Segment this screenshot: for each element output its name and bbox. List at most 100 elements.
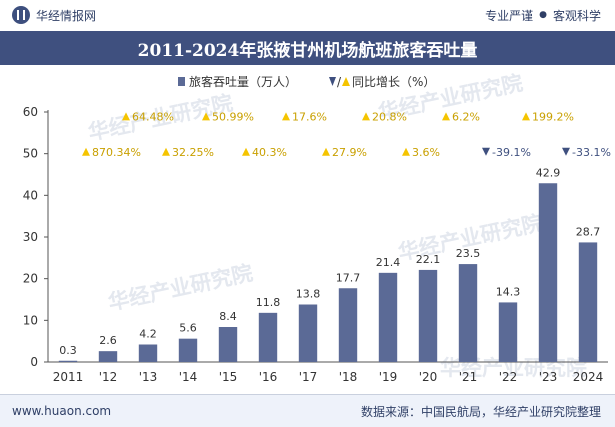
bar-value-label: 5.6 <box>179 322 197 335</box>
growth-label: 6.2% <box>452 110 480 123</box>
growth-down-triangle-icon <box>482 147 490 156</box>
bar <box>218 327 238 362</box>
bar-chart: 华经产业研究院 华经产业研究院 华经产业研究院 华经产业研究院 华经产业研究院 … <box>23 71 611 384</box>
legend: 旅客吞吐量（万人） / 同比增长（%） <box>178 74 435 89</box>
growth-up-triangle-icon <box>282 112 290 121</box>
x-tick-label: '15 <box>219 370 238 384</box>
bar <box>578 242 598 362</box>
bar <box>258 312 278 362</box>
bar <box>338 288 358 362</box>
growth-label: 870.34% <box>92 146 141 159</box>
legend-bar-label: 旅客吞吐量（万人） <box>189 74 297 89</box>
x-tick-label: '21 <box>459 370 478 384</box>
growth-label: 50.99% <box>212 110 254 123</box>
growth-up-triangle-icon <box>362 112 370 121</box>
bar-value-label: 4.2 <box>139 328 157 341</box>
growth-label: -39.1% <box>492 146 531 159</box>
x-tick-label: 2011 <box>53 370 84 384</box>
value-labels: 0.3 2.6 4.2 5.6 8.4 11.8 13.8 17.7 21.4 22.1 23.5 1… <box>59 166 600 357</box>
growth-up-triangle-icon <box>202 112 210 121</box>
brand-logo-icon <box>12 6 30 24</box>
growth-up-triangle-icon <box>442 112 450 121</box>
data-source: 数据来源：中国民航局，华经产业研究院整理 <box>360 404 601 419</box>
growth-up-triangle-icon <box>522 112 530 121</box>
growth-label: 32.25% <box>172 146 214 159</box>
watermark-text: 华经产业研究院 <box>106 261 255 315</box>
bar-value-label: 23.5 <box>456 247 481 260</box>
chart-title-band: 2011-2024年张掖甘州机场航班旅客吞吐量 <box>0 31 615 65</box>
bar <box>418 269 438 362</box>
bar <box>138 344 158 362</box>
x-tick-label: '20 <box>419 370 438 384</box>
bar-value-label: 14.3 <box>496 285 521 298</box>
x-tick-label: '19 <box>379 370 398 384</box>
legend-bar-swatch <box>178 77 185 86</box>
bar-value-label: 8.4 <box>219 310 237 323</box>
top-bar: 华经情报网 专业严谨 ● 客观科学 <box>0 0 615 30</box>
bar-value-label: 13.8 <box>296 288 321 301</box>
growth-label: 20.8% <box>372 110 407 123</box>
tagline-left: 专业严谨 <box>485 8 534 23</box>
bar-value-label: 22.1 <box>416 253 441 266</box>
growth-up-triangle-icon <box>242 147 250 156</box>
y-tick-label: 40 <box>23 188 38 202</box>
x-tick-label: '23 <box>539 370 558 384</box>
x-tick-label: 2024 <box>573 370 604 384</box>
bar-value-label: 2.6 <box>99 334 117 347</box>
bar-value-label: 17.7 <box>336 271 361 284</box>
footer: www.huaon.com 数据来源：中国民航局，华经产业研究院整理 <box>0 394 615 427</box>
bar <box>58 360 78 362</box>
bullet-icon: ● <box>539 10 547 20</box>
bar-value-label: 0.3 <box>59 344 77 357</box>
x-tick-label: '12 <box>99 370 118 384</box>
x-tick-label: '22 <box>499 370 518 384</box>
bars <box>58 183 598 362</box>
bar-value-label: 42.9 <box>536 166 561 179</box>
x-tick-label: '16 <box>259 370 278 384</box>
growth-down-triangle-icon <box>562 147 570 156</box>
growth-up-triangle-icon <box>82 147 90 156</box>
brand-name: 华经情报网 <box>36 8 97 23</box>
tagline-right: 客观科学 <box>552 8 601 23</box>
x-tick-label: '13 <box>139 370 158 384</box>
bar-value-label: 21.4 <box>376 256 401 269</box>
growth-up-triangle-icon <box>162 147 170 156</box>
growth-label: 17.6% <box>292 110 327 123</box>
bar <box>378 272 398 362</box>
bar-value-label: 11.8 <box>256 296 281 309</box>
legend-up-triangle-icon <box>342 77 350 86</box>
legend-growth-label: 同比增长（%） <box>352 75 435 89</box>
bar <box>298 304 318 362</box>
tagline: 专业严谨 ● 客观科学 <box>485 7 601 24</box>
y-tick-label: 20 <box>23 272 38 286</box>
bar <box>498 302 518 362</box>
growth-up-triangle-icon <box>322 147 330 156</box>
growth-label: 64.48% <box>132 110 174 123</box>
growth-label: 40.3% <box>252 146 287 159</box>
bar <box>178 338 198 362</box>
brand[interactable]: 华经情报网 <box>12 6 96 24</box>
website-link[interactable]: www.huaon.com <box>12 404 112 418</box>
legend-growth-separator: / <box>337 75 342 89</box>
chart-title: 2011-2024年张掖甘州机场航班旅客吞吐量 <box>137 40 478 61</box>
growth-up-triangle-icon <box>122 112 130 121</box>
growth-label: 199.2% <box>532 110 574 123</box>
x-tick-label: '17 <box>299 370 318 384</box>
bar <box>98 351 118 362</box>
bar <box>538 183 558 362</box>
growth-label: 3.6% <box>412 146 440 159</box>
growth-label: 27.9% <box>332 146 367 159</box>
y-tick-label: 30 <box>23 230 38 244</box>
legend-down-triangle-icon <box>329 77 336 86</box>
growth-labels: 870.34% 64.48% 32.25% 50.99% 40.3% 17.6% 27.9%… <box>82 110 611 159</box>
y-tick-label: 0 <box>30 355 38 369</box>
x-tick-label: '18 <box>339 370 358 384</box>
x-tick-label: '14 <box>179 370 198 384</box>
growth-label: -33.1% <box>572 146 611 159</box>
y-tick-label: 10 <box>23 313 38 327</box>
x-tick-labels: 2011 '12 '13 '14 '15 '16 '17 '18 '19 '20 '21 '22 '23… <box>53 370 604 384</box>
bar <box>458 264 478 362</box>
y-tick-label: 50 <box>23 147 38 161</box>
bar-value-label: 28.7 <box>576 225 601 238</box>
